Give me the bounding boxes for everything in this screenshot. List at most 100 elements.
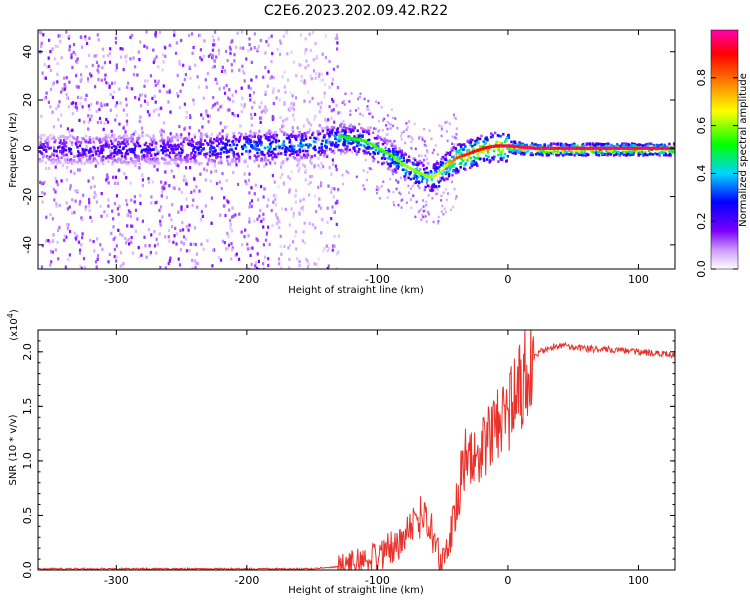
- band-cell: [347, 141, 350, 145]
- noise-cell: [243, 103, 246, 107]
- band-cell: [618, 154, 621, 157]
- band-cell: [535, 153, 538, 156]
- noise-cell: [332, 244, 336, 248]
- noise-cell: [389, 123, 392, 126]
- band-cell: [307, 145, 310, 148]
- band-cell: [304, 137, 308, 141]
- noise-cell: [160, 106, 163, 110]
- band-cell: [510, 147, 514, 150]
- band-cell: [159, 144, 163, 148]
- noise-cell: [139, 193, 142, 198]
- band-cell: [88, 149, 91, 153]
- band-cell: [401, 168, 405, 172]
- noise-cell: [315, 55, 318, 59]
- band-cell: [388, 157, 391, 160]
- noise-cell: [249, 253, 252, 257]
- band-cell: [472, 155, 475, 159]
- band-cell: [84, 139, 88, 142]
- noise-cell: [425, 200, 428, 203]
- noise-cell: [60, 179, 63, 183]
- band-cell: [499, 134, 502, 138]
- band-cell: [521, 148, 524, 152]
- band-cell: [159, 139, 162, 143]
- noise-cell: [161, 215, 164, 219]
- band-cell: [516, 149, 519, 152]
- band-cell: [227, 155, 230, 158]
- band-cell: [326, 126, 329, 129]
- band-cell: [168, 138, 171, 142]
- noise-cell: [80, 96, 83, 100]
- noise-cell: [287, 107, 290, 111]
- band-cell: [168, 162, 171, 165]
- noise-cell: [187, 228, 190, 232]
- band-cell: [588, 143, 592, 146]
- band-cell: [130, 139, 133, 143]
- band-cell: [466, 139, 470, 143]
- noise-cell: [65, 76, 68, 80]
- band-cell: [318, 146, 321, 150]
- band-cell: [61, 142, 64, 145]
- noise-cell: [351, 151, 354, 154]
- noise-cell: [280, 252, 283, 256]
- noise-cell: [257, 164, 260, 168]
- band-cell: [250, 145, 254, 149]
- ridge-cell: [578, 146, 581, 150]
- noise-cell: [297, 169, 300, 173]
- noise-cell: [336, 252, 339, 256]
- noise-cell: [376, 185, 379, 188]
- band-cell: [98, 137, 101, 141]
- snr-xtick-label: -100: [365, 574, 390, 587]
- band-cell: [458, 143, 461, 146]
- noise-cell: [230, 145, 233, 149]
- band-cell: [92, 140, 95, 144]
- band-cell: [453, 162, 456, 166]
- noise-cell: [55, 204, 58, 208]
- noise-cell: [246, 247, 249, 251]
- noise-cell: [221, 239, 225, 243]
- noise-cell: [448, 122, 451, 125]
- band-cell: [193, 133, 196, 137]
- noise-cell: [317, 138, 320, 142]
- noise-cell: [189, 242, 192, 246]
- band-cell: [333, 143, 336, 147]
- noise-cell: [219, 213, 222, 217]
- noise-cell: [323, 83, 327, 87]
- noise-cell: [92, 176, 95, 180]
- band-cell: [515, 149, 518, 153]
- band-cell: [185, 158, 188, 162]
- band-cell: [650, 142, 653, 146]
- noise-cell: [180, 207, 183, 211]
- noise-cell: [77, 85, 80, 89]
- band-cell: [47, 158, 51, 161]
- noise-cell: [323, 247, 326, 251]
- noise-cell: [150, 137, 153, 142]
- band-cell: [296, 153, 300, 156]
- noise-cell: [69, 134, 72, 138]
- noise-cell: [143, 84, 146, 88]
- band-cell: [393, 160, 397, 164]
- noise-cell: [318, 110, 321, 114]
- band-cell: [336, 145, 339, 149]
- noise-cell: [88, 208, 91, 212]
- band-cell: [199, 138, 203, 141]
- band-cell: [245, 150, 248, 153]
- band-cell: [502, 156, 505, 159]
- band-cell: [244, 137, 248, 141]
- band-cell: [341, 149, 344, 153]
- noise-cell: [200, 149, 203, 153]
- band-cell: [39, 135, 42, 138]
- band-cell: [249, 134, 253, 137]
- noise-cell: [291, 106, 294, 110]
- noise-cell: [311, 223, 314, 227]
- noise-cell: [79, 102, 82, 106]
- noise-cell: [428, 129, 431, 132]
- noise-cell: [147, 228, 150, 232]
- band-cell: [323, 134, 326, 137]
- noise-cell: [382, 180, 385, 183]
- band-cell: [594, 151, 598, 155]
- noise-cell: [205, 132, 208, 136]
- band-cell: [322, 136, 326, 139]
- band-cell: [283, 131, 286, 135]
- noise-cell: [262, 217, 265, 221]
- band-cell: [136, 157, 139, 160]
